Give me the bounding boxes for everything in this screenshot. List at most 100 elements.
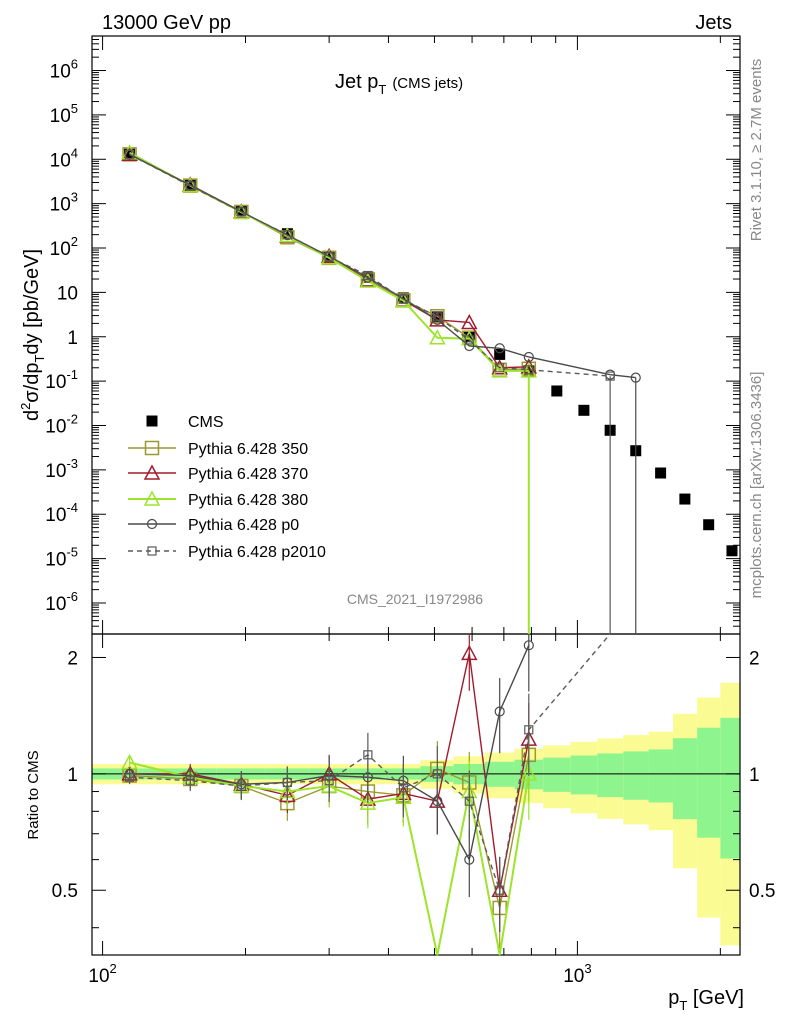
x-label-sub: T: [679, 998, 687, 1013]
ratio-uncertainty-bands: [92, 682, 740, 946]
y-tick-label-sup: 5: [71, 101, 78, 116]
data-point-data: [463, 331, 475, 343]
axis-tick-labels: 10610510410310210110-110-210-310-410-510…: [45, 57, 775, 987]
y-tick-label: 10-5: [45, 545, 78, 571]
data-point-py370: [461, 313, 478, 330]
ratio-point-py380: [520, 765, 538, 781]
y-tick-label-sup: 6: [71, 57, 78, 72]
band-inner-bin: [597, 753, 624, 798]
y-tick-label: 102: [50, 234, 78, 260]
x-tick-label-base: 10: [563, 966, 584, 987]
y-tick-label-base: 10: [45, 594, 66, 615]
ratio-tick-label: 0.5: [52, 881, 78, 902]
series-line-p0: [129, 153, 636, 379]
data-point-p2010: [464, 335, 474, 345]
ratio-point-p2010: [495, 885, 505, 895]
y-label-d2: d: [21, 410, 43, 421]
legend-label-py380: Pythia 6.428 380: [188, 492, 308, 509]
data-point-p2010: [524, 365, 534, 375]
data-point-p2010: [363, 270, 373, 281]
ratio-point-p2010: [185, 776, 195, 786]
y-tick-label: 10: [57, 283, 78, 304]
y-tick-label: 10-1: [45, 367, 78, 393]
data-point-p2010: [324, 252, 334, 262]
y-tick-label-base: 10: [50, 62, 71, 83]
y-tick-label-base: 10: [45, 550, 66, 571]
ratio-point-p0: [523, 640, 534, 651]
legend-marker-py350: [144, 440, 160, 456]
y-tick-label-sup: -5: [66, 545, 78, 560]
y-tick-label-sup: -6: [66, 589, 78, 604]
ratio-tick-label-right: 2: [749, 648, 760, 669]
band-inner-bin: [673, 738, 698, 820]
x-axis-label: pT [GeV]: [668, 987, 744, 1013]
data-point-data: [578, 404, 590, 416]
y-tick-label-sup: 4: [71, 145, 78, 160]
x-tick-label-sup: 3: [584, 961, 591, 976]
y-tick-label-base: 10: [45, 461, 66, 482]
data-point-data: [551, 385, 563, 397]
ratio-point-p0: [494, 706, 505, 717]
data-point-data: [726, 545, 738, 557]
legend: CMS Pythia 6.428 350 Pythia 6.428 370 Pythi…: [128, 414, 326, 561]
y-axis-label-ratio: Ratio to CMS: [25, 750, 42, 839]
ratio-point-p2010: [282, 777, 292, 788]
data-point-p2010: [432, 312, 442, 322]
data-point-p2010: [605, 371, 615, 381]
band-inner-bin: [623, 751, 649, 800]
ratio-tick-label: 2: [67, 648, 78, 669]
y-label-sup: 2: [18, 403, 33, 410]
ratio-tick-label: 1: [67, 765, 78, 786]
legend-label-p2010: Pythia 6.428 p2010: [188, 544, 326, 561]
x-tick-label: 103: [563, 961, 591, 987]
data-point-data: [655, 467, 667, 479]
x-tick-label: 102: [88, 961, 116, 987]
y-tick-label-base: 10: [45, 372, 66, 393]
x-tick-label-sup: 2: [110, 961, 117, 976]
y-tick-label: 106: [50, 57, 78, 83]
y-tick-label-base: 10: [45, 416, 66, 437]
data-point-p0: [523, 351, 534, 363]
data-point-data: [679, 493, 691, 505]
x-label-p: p: [668, 987, 679, 1009]
legend-label-py350: Pythia 6.428 350: [188, 441, 308, 458]
series-line-p2010: [129, 153, 611, 377]
legend-label-py370: Pythia 6.428 370: [188, 466, 308, 483]
svg-text:d2σ/dpTdy [pb/GeV]: d2σ/dpTdy [pb/GeV]: [18, 249, 47, 421]
x-label-unit: [GeV]: [687, 987, 744, 1009]
y-tick-label: 10-2: [45, 411, 78, 437]
y-tick-label: 10-6: [45, 589, 78, 615]
data-point-py380: [429, 329, 446, 345]
y-label-sigma: σ/dp: [21, 363, 43, 403]
plot-title: Jet pT (CMS jets): [335, 71, 463, 97]
y-tick-label-base: 10: [45, 505, 66, 526]
ratio-point-py380: [359, 794, 377, 810]
ratio-point-p2010: [524, 725, 534, 735]
data-point-p0: [494, 343, 505, 354]
y-tick-label-sup: 2: [71, 234, 78, 249]
band-inner-bin: [648, 749, 674, 803]
ratio-point-p2010: [464, 796, 474, 806]
y-tick-label-sup: -3: [66, 456, 78, 471]
ratio-point-p2010: [398, 783, 408, 793]
legend-marker-py370: [143, 464, 161, 480]
ratio-panel-frame: [91, 633, 741, 956]
ratio-point-p2010: [432, 769, 442, 779]
ratio-point-p2010: [236, 781, 246, 791]
band-inner-bin: [697, 727, 721, 838]
analysis-id: CMS_2021_I1972986: [347, 591, 483, 607]
ratio-line-p2010: [129, 633, 611, 894]
legend-marker-data: [146, 415, 158, 427]
y-tick-label-sup: -2: [66, 411, 78, 426]
ratio-point-p2010: [124, 772, 135, 782]
plot-title-tail: (CMS jets): [392, 75, 463, 92]
y-tick-label-base: 10: [50, 106, 71, 127]
data-point-p0: [464, 340, 475, 352]
y-axis-label-main: d2σ/dpTdy [pb/GeV]: [18, 249, 47, 421]
band-inner-bin: [570, 755, 598, 795]
data-point-data: [235, 205, 247, 217]
series-py380: [121, 144, 538, 956]
y-tick-label-base: 10: [50, 239, 71, 260]
y-tick-label-base: 1: [67, 328, 78, 349]
y-tick-label: 104: [50, 145, 78, 171]
